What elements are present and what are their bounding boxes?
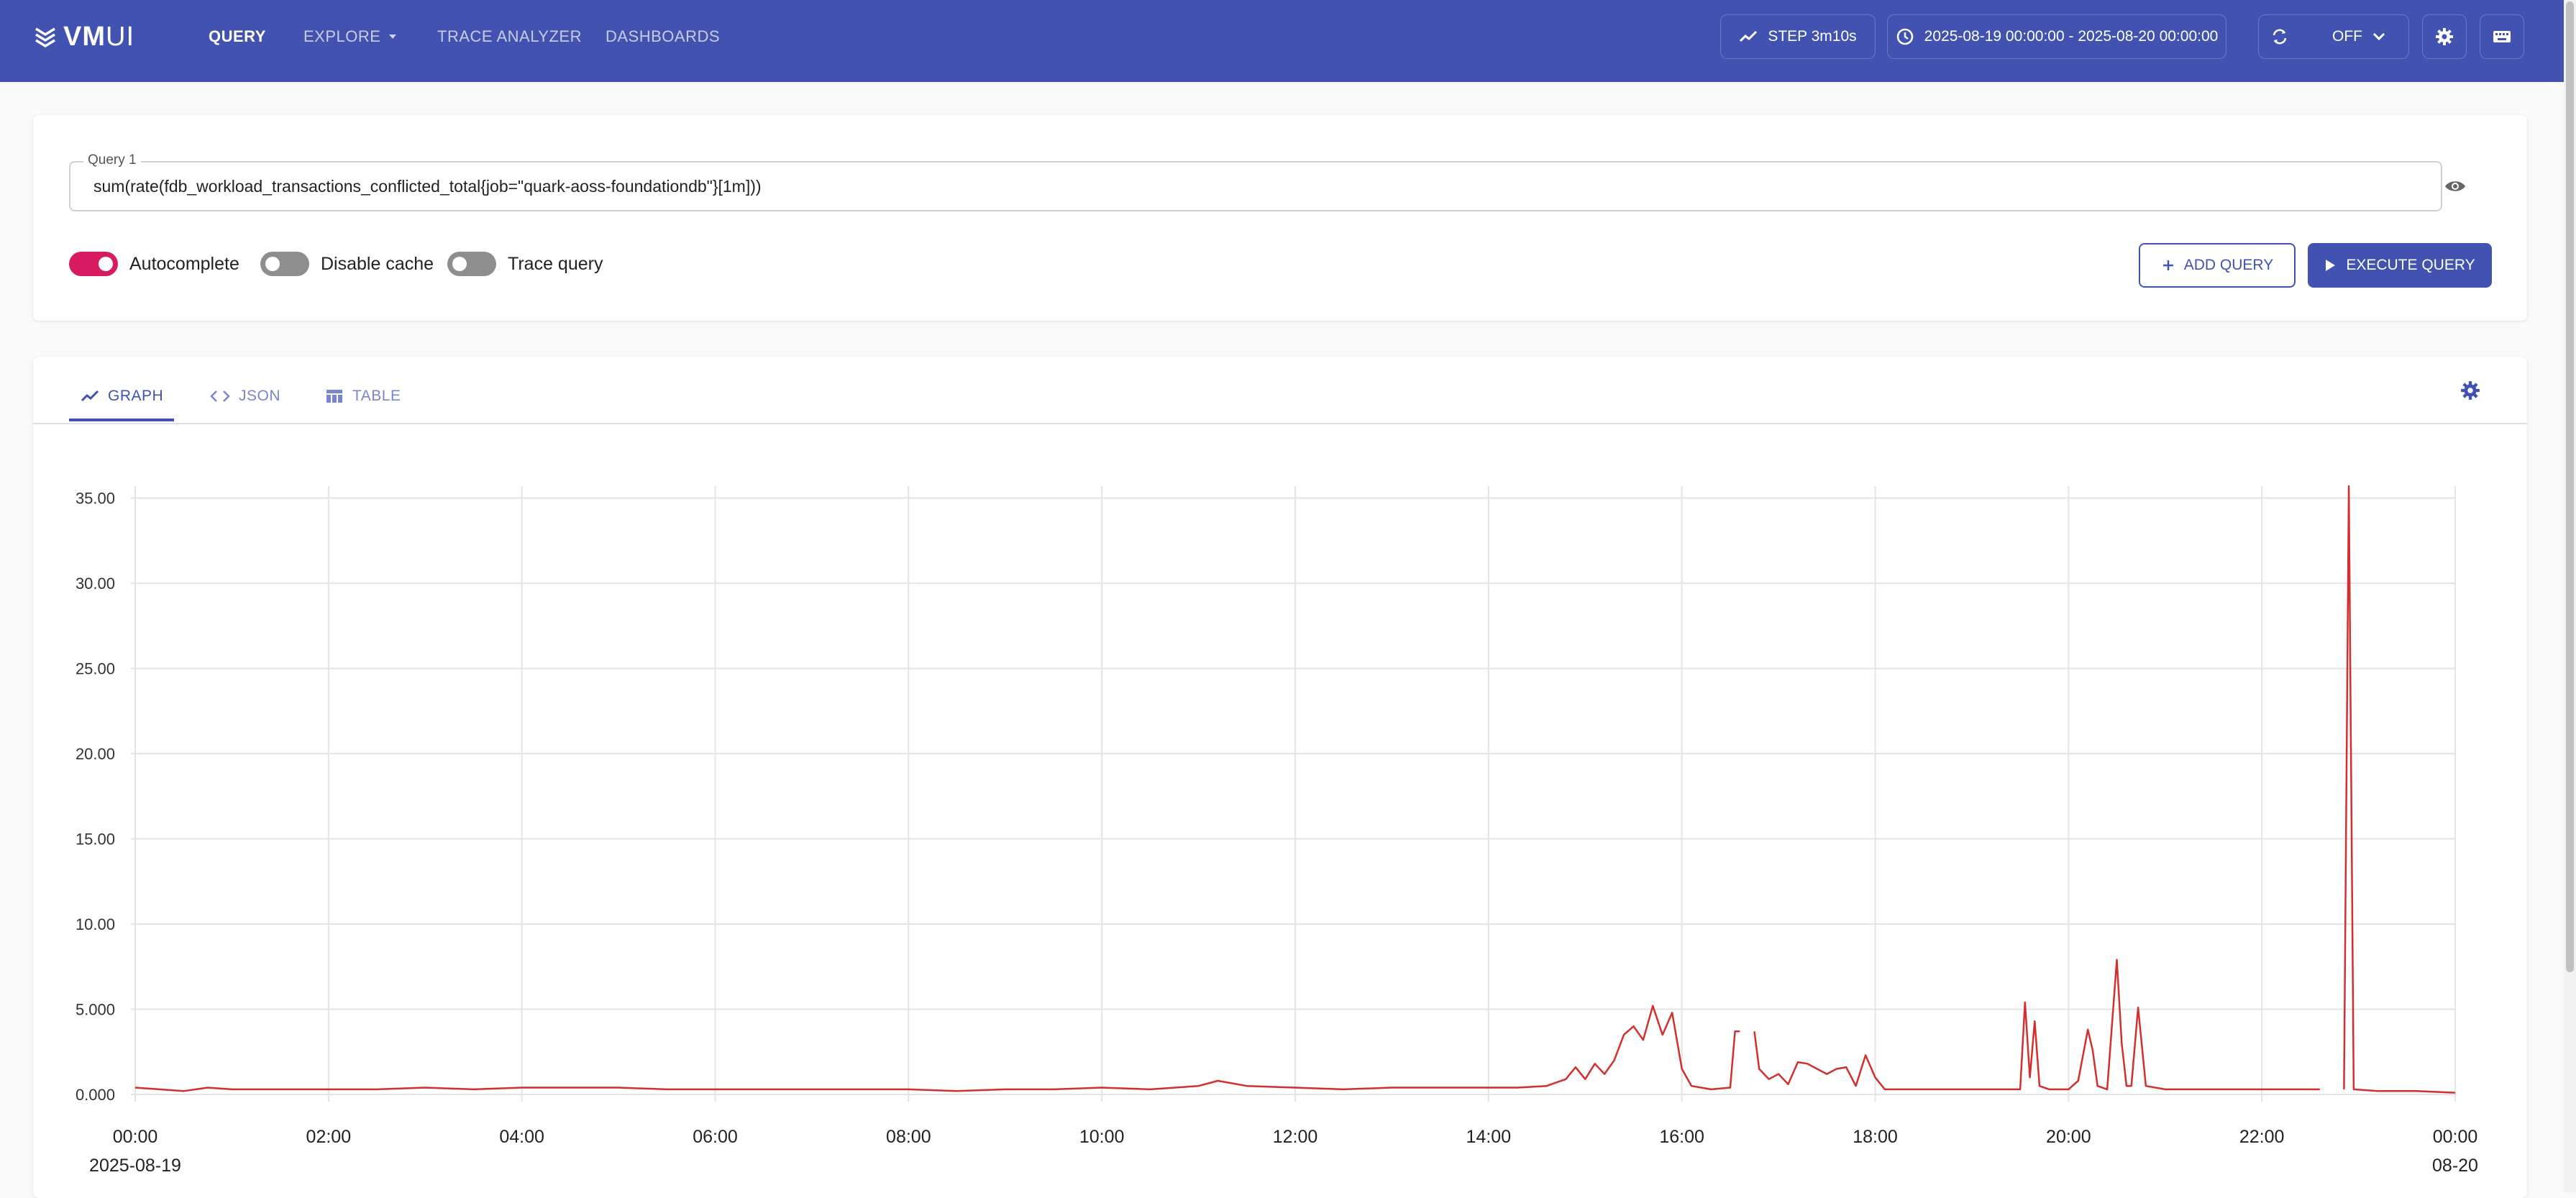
chart-grid (131, 486, 2456, 1102)
time-range-label: 2025-08-19 00:00:00 - 2025-08-20 00:00:0… (1924, 28, 2219, 45)
code-icon (210, 390, 230, 402)
disable-cache-switch[interactable] (260, 252, 309, 276)
query-panel: Query 1 Autocomplete Disable cache Trace… (33, 115, 2527, 321)
series-line-segment[interactable] (2343, 485, 2456, 1094)
tab-json[interactable]: JSON (210, 377, 280, 416)
x-tick-label: 12:00 (1273, 1127, 1318, 1147)
time-range-button[interactable]: 2025-08-19 00:00:00 - 2025-08-20 00:00:0… (1887, 14, 2226, 59)
graph-settings-gear-icon[interactable] (2459, 380, 2481, 401)
disable-cache-toggle[interactable]: Disable cache (260, 252, 434, 276)
app-header: VMUI QUERY EXPLORE TRACE ANALYZER DASHBO… (0, 0, 2564, 82)
tab-table[interactable]: TABLE (325, 377, 401, 416)
x-tick-label: 22:00 (2239, 1127, 2285, 1147)
clock-icon (1896, 28, 1913, 45)
chart-series[interactable] (134, 485, 2456, 1094)
trend-icon (1740, 30, 1758, 42)
keyboard-shortcuts-button[interactable] (2480, 14, 2524, 59)
line-chart-icon (81, 390, 99, 402)
disable-cache-label: Disable cache (321, 253, 434, 274)
x-tick-label: 08:00 (886, 1127, 931, 1147)
table-icon (326, 390, 342, 403)
y-tick-label: 15.00 (76, 831, 115, 849)
nav-explore[interactable]: EXPLORE (303, 27, 398, 46)
keyboard-icon (2493, 31, 2511, 42)
trace-query-label: Trace query (508, 253, 603, 274)
refresh-icon (2273, 29, 2287, 45)
gear-icon (2436, 28, 2453, 45)
x-tick-label: 20:00 (2046, 1127, 2091, 1147)
x-tick-label: 10:00 (1079, 1127, 1125, 1147)
x-axis-ticks: 00:00 02:00 04:00 06:00 08:00 10:00 12:00 14:00… (89, 1127, 2478, 1176)
x-date-label: 2025-08-19 (89, 1156, 181, 1176)
nav-dashboards[interactable]: DASHBOARDS (606, 27, 721, 45)
query-field[interactable]: Query 1 (69, 152, 2442, 211)
y-tick-label: 25.00 (76, 660, 115, 678)
tabs-divider (33, 423, 2527, 424)
query-input[interactable] (70, 163, 2441, 210)
x-tick-label: 00:00 (2433, 1127, 2478, 1147)
page-scrollbar[interactable] (2564, 0, 2576, 1192)
x-tick-label: 18:00 (1853, 1127, 1898, 1147)
refresh-label: OFF (2332, 28, 2362, 45)
x-date-label: 08-20 (2432, 1156, 2478, 1176)
x-tick-label: 06:00 (693, 1127, 738, 1147)
step-button[interactable]: STEP 3m10s (1720, 14, 1876, 59)
plus-icon (2162, 260, 2173, 270)
tab-graph[interactable]: GRAPH (81, 377, 163, 416)
y-tick-label: 0.000 (76, 1086, 115, 1104)
line-chart[interactable]: 0.000 5.000 10.00 15.00 20.00 25.00 30.00 35.00… (0, 0, 2531, 1192)
y-tick-label: 30.00 (76, 575, 115, 593)
step-label: STEP 3m10s (1768, 28, 1857, 45)
trace-query-toggle[interactable]: Trace query (447, 252, 603, 276)
caret-down-icon (389, 35, 397, 39)
x-tick-label: 02:00 (306, 1127, 352, 1147)
x-tick-label: 14:00 (1466, 1127, 1512, 1147)
refresh-button[interactable]: OFF (2258, 14, 2409, 59)
logo-icon (35, 27, 55, 48)
x-tick-label: 04:00 (499, 1127, 544, 1147)
x-tick-label: 00:00 (113, 1127, 158, 1147)
add-query-button[interactable]: ADD QUERY (2139, 243, 2296, 288)
chevron-down-icon (2372, 32, 2385, 41)
result-panel: GRAPH JSON TABLE (33, 357, 2527, 1198)
series-line-segment[interactable] (134, 1005, 1740, 1092)
scrollbar-thumb[interactable] (2566, 1, 2574, 972)
execute-query-button[interactable]: EXECUTE QUERY (2308, 243, 2492, 288)
y-tick-label: 20.00 (76, 745, 115, 763)
settings-button[interactable] (2422, 14, 2467, 59)
nav-query[interactable]: QUERY (209, 27, 266, 45)
y-tick-label: 35.00 (76, 490, 115, 508)
autocomplete-switch[interactable] (69, 252, 118, 276)
vmui-logo[interactable]: VMUI (33, 20, 134, 53)
active-tab-indicator (69, 419, 174, 421)
y-tick-label: 10.00 (76, 915, 115, 933)
eye-icon[interactable] (2444, 178, 2467, 194)
y-axis-ticks: 0.000 5.000 10.00 15.00 20.00 25.00 30.00 35.00 (76, 490, 115, 1104)
series-line-segment[interactable] (1753, 959, 2320, 1091)
autocomplete-label: Autocomplete (129, 253, 239, 274)
y-tick-label: 5.000 (76, 1001, 115, 1019)
nav-trace-analyzer[interactable]: TRACE ANALYZER (437, 27, 582, 45)
play-icon (2326, 260, 2336, 271)
x-tick-label: 16:00 (1659, 1127, 1704, 1147)
logo-text: VMUI (63, 21, 134, 52)
autocomplete-toggle[interactable]: Autocomplete (69, 252, 239, 276)
trace-query-switch[interactable] (447, 252, 496, 276)
